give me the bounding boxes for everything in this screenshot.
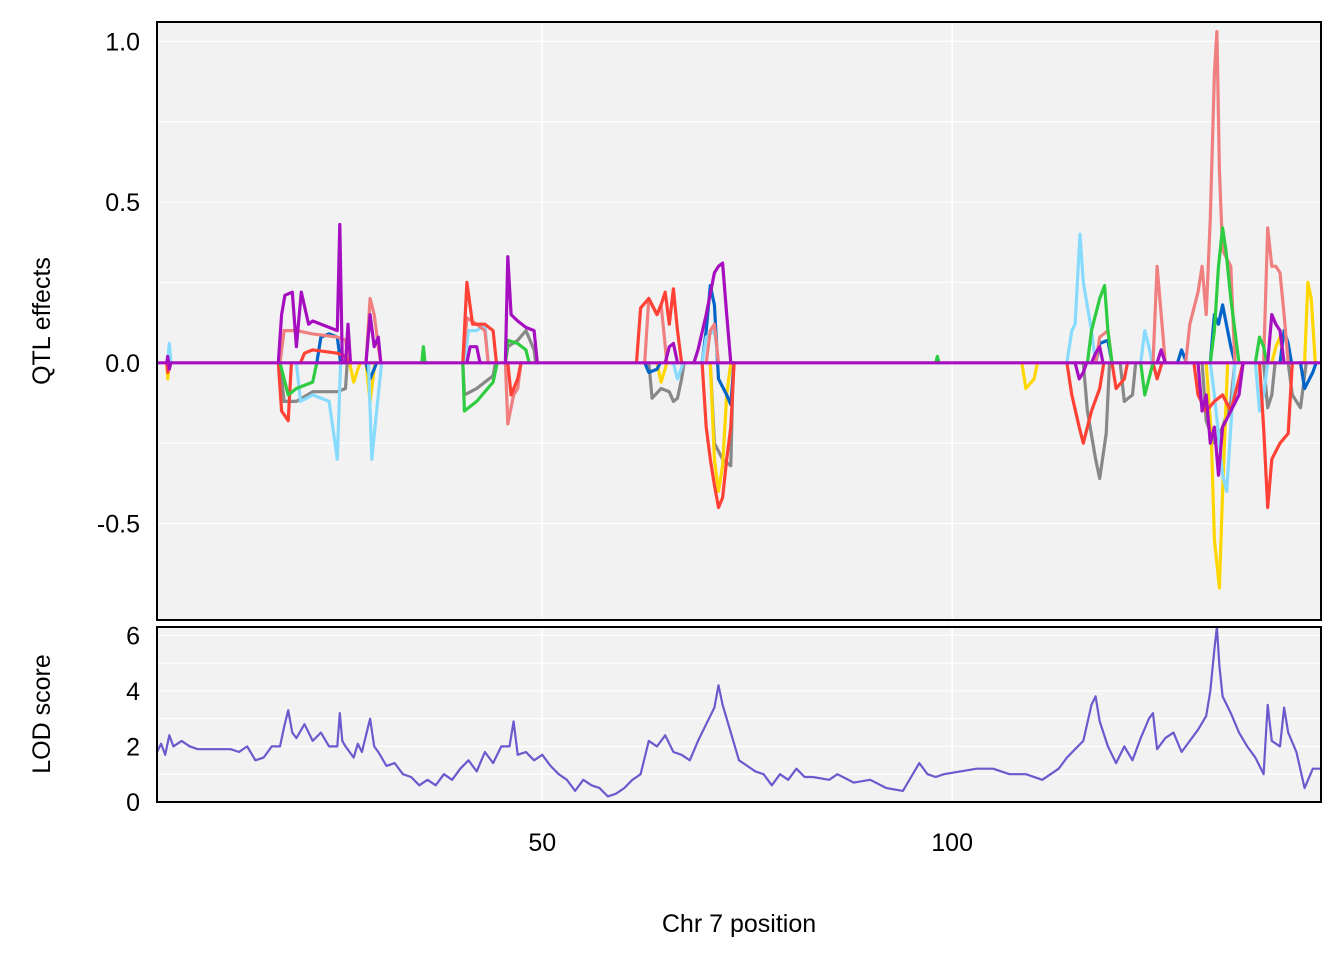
effects-series-1-line <box>348 361 362 384</box>
lod-gridlines <box>157 627 1321 802</box>
effects-series-2-line <box>315 332 343 365</box>
effects-series-6-line <box>1253 335 1269 365</box>
effects-series-7-line <box>503 255 539 365</box>
effects-series-7-line <box>465 345 482 365</box>
effects-plot-area <box>157 22 1321 620</box>
lod-plot-area <box>157 627 1321 802</box>
effects-series-6-line <box>461 361 499 413</box>
effects-series-5-line <box>1257 361 1294 510</box>
effects-series-3-line <box>294 361 343 461</box>
effects-series-6-line <box>1139 361 1155 397</box>
effects-frame <box>156 21 1322 621</box>
x-tick-label: 50 <box>528 829 556 857</box>
effects-series-7-line <box>1155 348 1167 365</box>
lod-y-tick-label: 6 <box>126 622 140 650</box>
effects-y-tick-label: 0.5 <box>105 189 140 217</box>
effects-series-5-line <box>1110 361 1130 391</box>
effects-y-tick-label: 0.0 <box>105 350 140 378</box>
effects-series-3-line <box>1208 361 1237 493</box>
effects-y-ticks: -0.5 0.0 0.5 1.0 <box>97 28 140 538</box>
effects-series-5-line <box>1151 361 1164 381</box>
effects-series-1-line <box>1020 361 1040 391</box>
lod-y-tick-label: 2 <box>126 733 140 761</box>
effects-series-7-line <box>1089 345 1105 365</box>
lod-y-tick-label: 0 <box>126 789 140 817</box>
effects-series-3-line <box>366 361 384 461</box>
effects-series-7-line <box>1073 361 1089 381</box>
effects-series-0-line <box>1081 361 1112 481</box>
effects-y-tick-label: -0.5 <box>97 511 140 539</box>
effects-series-5-line <box>1065 361 1106 445</box>
lod-frame <box>156 626 1322 803</box>
lod-y-tick-label: 4 <box>126 678 140 706</box>
effects-series-7-line <box>692 261 733 365</box>
effects-series-1-line <box>1302 280 1317 365</box>
effects-series-5-line <box>506 361 523 397</box>
lod-y-ticks: 0 2 4 6 <box>126 622 140 817</box>
effects-y-tick-label: 1.0 <box>105 28 140 56</box>
x-axis-ticks: 50 100 <box>528 829 973 857</box>
lod-panel: 0 2 4 6 50 100 LOD score Chr 7 position <box>28 622 1323 938</box>
lod-series <box>155 625 1323 798</box>
effects-series-7-line <box>1196 361 1245 477</box>
effects-series-5-line <box>634 287 684 365</box>
effects-series-0-line <box>278 361 349 403</box>
effects-series-0-line <box>647 361 686 403</box>
effects-series-7-line <box>364 313 383 365</box>
effects-series-6-line <box>1085 284 1114 365</box>
effects-series-2-line <box>643 361 662 374</box>
effects-series-2-line <box>1298 361 1318 391</box>
effects-series <box>157 30 1321 590</box>
effects-series-7-line <box>1266 313 1286 365</box>
effects-series-5-line <box>700 361 736 510</box>
x-axis-label: Chr 7 position <box>662 910 816 938</box>
effects-series-4-line <box>1184 30 1237 365</box>
effects-series-5-line <box>461 280 498 365</box>
effects-series-3-line <box>671 361 685 381</box>
effects-series-7-line <box>663 341 680 365</box>
effects-series-3-line <box>1139 329 1154 365</box>
effects-series-6-line <box>934 354 941 365</box>
x-tick-label: 100 <box>931 829 973 857</box>
lod-series-0-line <box>155 625 1323 798</box>
effects-series-4-line <box>704 322 721 365</box>
effects-series-6-line <box>278 361 319 397</box>
effects-series-6-line <box>1208 226 1241 365</box>
effects-series-6-line <box>420 345 427 365</box>
effects-series-1-line <box>708 361 733 493</box>
effects-panel: -0.5 0.0 0.5 1.0 QTL effects <box>28 21 1322 621</box>
lod-y-axis-label: LOD score <box>28 654 56 773</box>
effects-series-4-line <box>1261 226 1290 365</box>
effects-series-4-line <box>1151 264 1167 365</box>
effects-y-axis-label: QTL effects <box>28 257 56 385</box>
